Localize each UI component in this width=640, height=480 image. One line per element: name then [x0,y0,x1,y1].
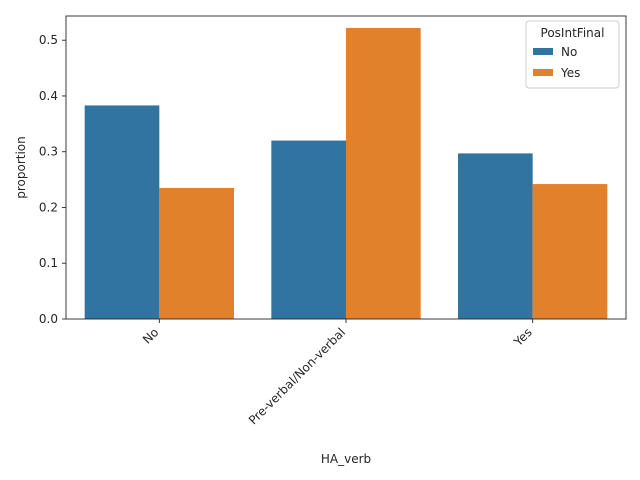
y-tick-label: 0.3 [39,145,58,159]
x-axis-label: HA_verb [321,452,371,466]
plot-frame [65,15,627,320]
y-axis-label: proportion [14,136,28,199]
x-tick-label: No [140,325,161,346]
bars-group [84,27,608,319]
legend: PosIntFinal No Yes [525,20,620,89]
legend-title: PosIntFinal [541,26,605,40]
bar-no-pre-verbal-non-verbal [271,140,346,319]
x-tick-label: Yes [510,325,534,349]
y-tick-label: 0.0 [39,312,58,326]
x-tick-label: Pre-verbal/Non-verbal [246,325,348,427]
bar-yes-no [159,187,234,319]
legend-label-no: No [561,45,577,59]
bar-yes-pre-verbal-non-verbal [346,27,421,319]
legend-label-yes: Yes [560,66,580,80]
legend-swatch-no [533,48,553,55]
y-tick-label: 0.2 [39,200,58,214]
legend-swatch-yes [533,69,553,76]
bar-no-yes [458,153,533,319]
bar-no-no [84,105,160,319]
y-tick-label: 0.4 [39,89,58,103]
bar-yes-yes [532,184,608,319]
y-axis: 0.0 0.1 0.2 0.3 0.4 0.5 [39,33,66,326]
x-axis: No Pre-verbal/Non-verbal Yes [140,319,535,427]
y-tick-label: 0.1 [39,256,58,270]
y-tick-label: 0.5 [39,33,58,47]
